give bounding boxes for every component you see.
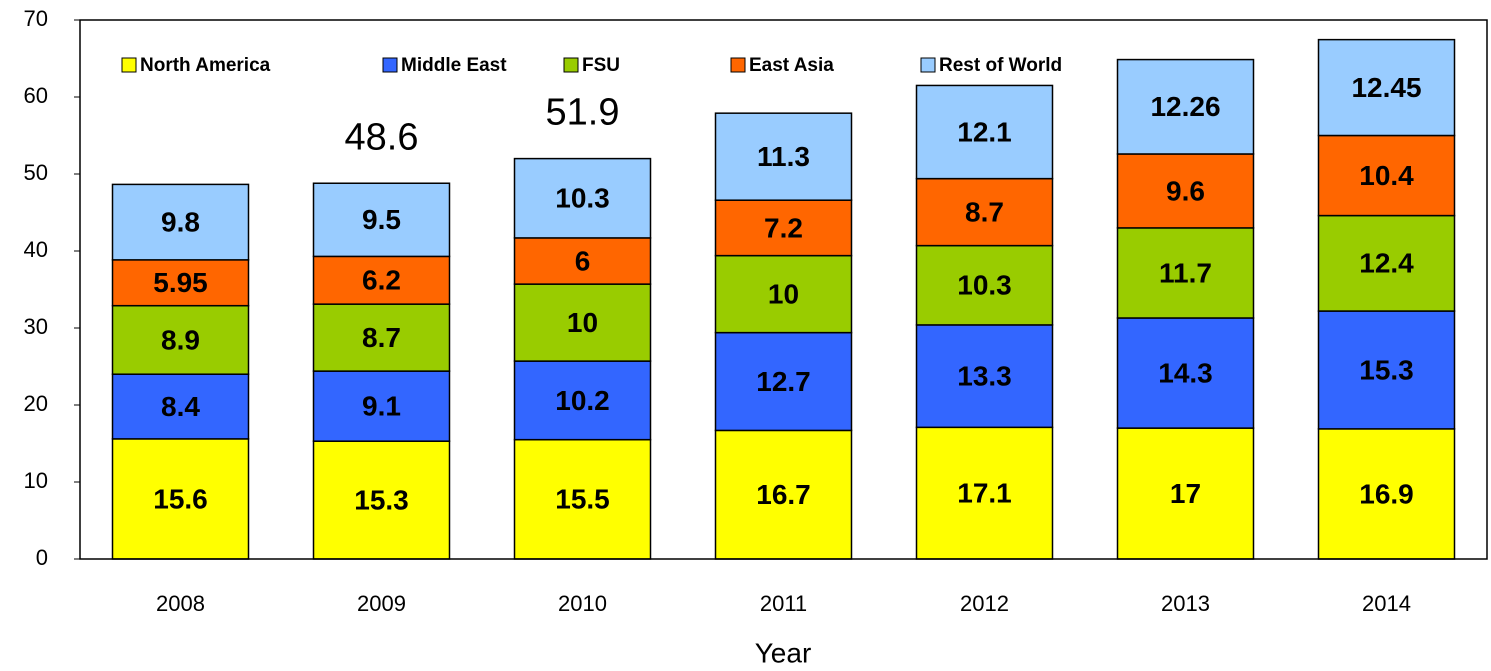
- data-label: 9.8: [161, 207, 200, 238]
- bar-segment: [513, 157, 652, 239]
- data-label: 15.3: [354, 484, 409, 515]
- legend-label: Rest of World: [939, 55, 1062, 76]
- data-label: 8.4: [161, 391, 200, 422]
- data-label: 9.5: [362, 204, 401, 235]
- bar-segment: [915, 244, 1054, 326]
- data-label: 10.4: [1359, 160, 1414, 191]
- bar-segment: [714, 199, 853, 257]
- data-label: 13.3: [957, 361, 1012, 392]
- data-label: 12.26: [1150, 91, 1220, 122]
- data-label: 8.9: [161, 324, 200, 355]
- y-tick-label: 0: [36, 545, 48, 570]
- bar-segment: [915, 177, 1054, 247]
- bar-segment: [312, 255, 451, 305]
- data-label: 15.5: [555, 484, 610, 515]
- data-label: 10: [768, 279, 799, 310]
- total-label: 51.9: [546, 92, 620, 134]
- data-label: 12.45: [1351, 72, 1421, 103]
- data-label: 15.3: [1359, 354, 1414, 385]
- bar-segment: [1317, 134, 1456, 217]
- y-tick-label: 10: [24, 468, 48, 493]
- data-label: 16.7: [756, 479, 811, 510]
- data-label: 14.3: [1158, 357, 1213, 388]
- bar-segment: [111, 373, 250, 440]
- plot-frame: [79, 19, 1488, 560]
- bar-segment: [312, 303, 451, 372]
- legend-swatch: [920, 57, 936, 73]
- x-tick-label: 2009: [357, 591, 406, 616]
- data-label: 10.2: [555, 385, 610, 416]
- bar-segment: [1116, 227, 1255, 319]
- legend-swatch: [382, 57, 398, 73]
- legend-swatch: [121, 57, 137, 73]
- bar-segment: [915, 84, 1054, 180]
- legend-label: East Asia: [749, 55, 834, 76]
- x-tick-label: 2014: [1362, 591, 1411, 616]
- y-tick-label: 40: [24, 237, 48, 262]
- data-label: 17: [1170, 478, 1201, 509]
- total-label: 48.6: [345, 116, 419, 158]
- legend-label: North America: [140, 55, 271, 76]
- data-label: 7.2: [764, 212, 803, 243]
- bar-segment: [1317, 214, 1456, 312]
- bar-segment: [312, 182, 451, 258]
- data-label: 6: [575, 245, 591, 276]
- x-tick-label: 2011: [760, 591, 807, 616]
- legend-swatch: [730, 57, 746, 73]
- data-label: 12.1: [957, 116, 1012, 147]
- data-label: 11.3: [757, 141, 810, 172]
- data-label: 16.9: [1359, 478, 1414, 509]
- data-label: 5.95: [153, 267, 208, 298]
- x-tick-label: 2010: [558, 591, 607, 616]
- y-tick-label: 20: [24, 391, 48, 416]
- data-label: 8.7: [965, 197, 1004, 228]
- bar-segment: [1116, 153, 1255, 229]
- y-tick-label: 70: [24, 6, 48, 31]
- data-label: 11.7: [1159, 257, 1212, 288]
- data-label: 10.3: [555, 183, 610, 214]
- data-label: 12.4: [1359, 248, 1414, 279]
- bar-segment: [1116, 317, 1255, 429]
- y-tick-label: 50: [24, 160, 48, 185]
- legend-label: Middle East: [401, 55, 507, 76]
- bar-segment: [1116, 58, 1255, 155]
- bar-segment: [1317, 38, 1456, 137]
- bar-segment: [1116, 427, 1255, 560]
- bar-segment: [915, 426, 1054, 560]
- data-label: 10.3: [957, 270, 1012, 301]
- data-label: 17.1: [957, 478, 1012, 509]
- bar-segment: [111, 438, 250, 560]
- data-label: 6.2: [362, 265, 401, 296]
- data-label: 9.6: [1166, 175, 1205, 206]
- x-tick-label: 2013: [1161, 591, 1210, 616]
- bar-segment: [513, 360, 652, 441]
- y-tick-label: 60: [24, 83, 48, 108]
- legend-swatch: [563, 57, 579, 73]
- data-label: 12.7: [756, 366, 811, 397]
- x-tick-label: 2008: [156, 591, 205, 616]
- data-label: 10: [567, 307, 598, 338]
- bar-segment: [111, 304, 250, 375]
- x-tick-label: 2012: [960, 591, 1009, 616]
- data-label: 15.6: [153, 483, 208, 514]
- bar-segment: [714, 331, 853, 432]
- legend-label: FSU: [582, 55, 620, 76]
- bar-segment: [513, 283, 652, 362]
- bar-segment: [513, 438, 652, 560]
- bar-segment: [111, 183, 250, 261]
- y-tick-label: 30: [24, 314, 48, 339]
- bar-segment: [714, 254, 853, 334]
- data-label: 9.1: [362, 391, 401, 422]
- x-axis-label: Year: [755, 637, 812, 668]
- bar-segment: [915, 324, 1054, 429]
- data-label: 8.7: [362, 322, 401, 353]
- bar-segment: [714, 112, 853, 201]
